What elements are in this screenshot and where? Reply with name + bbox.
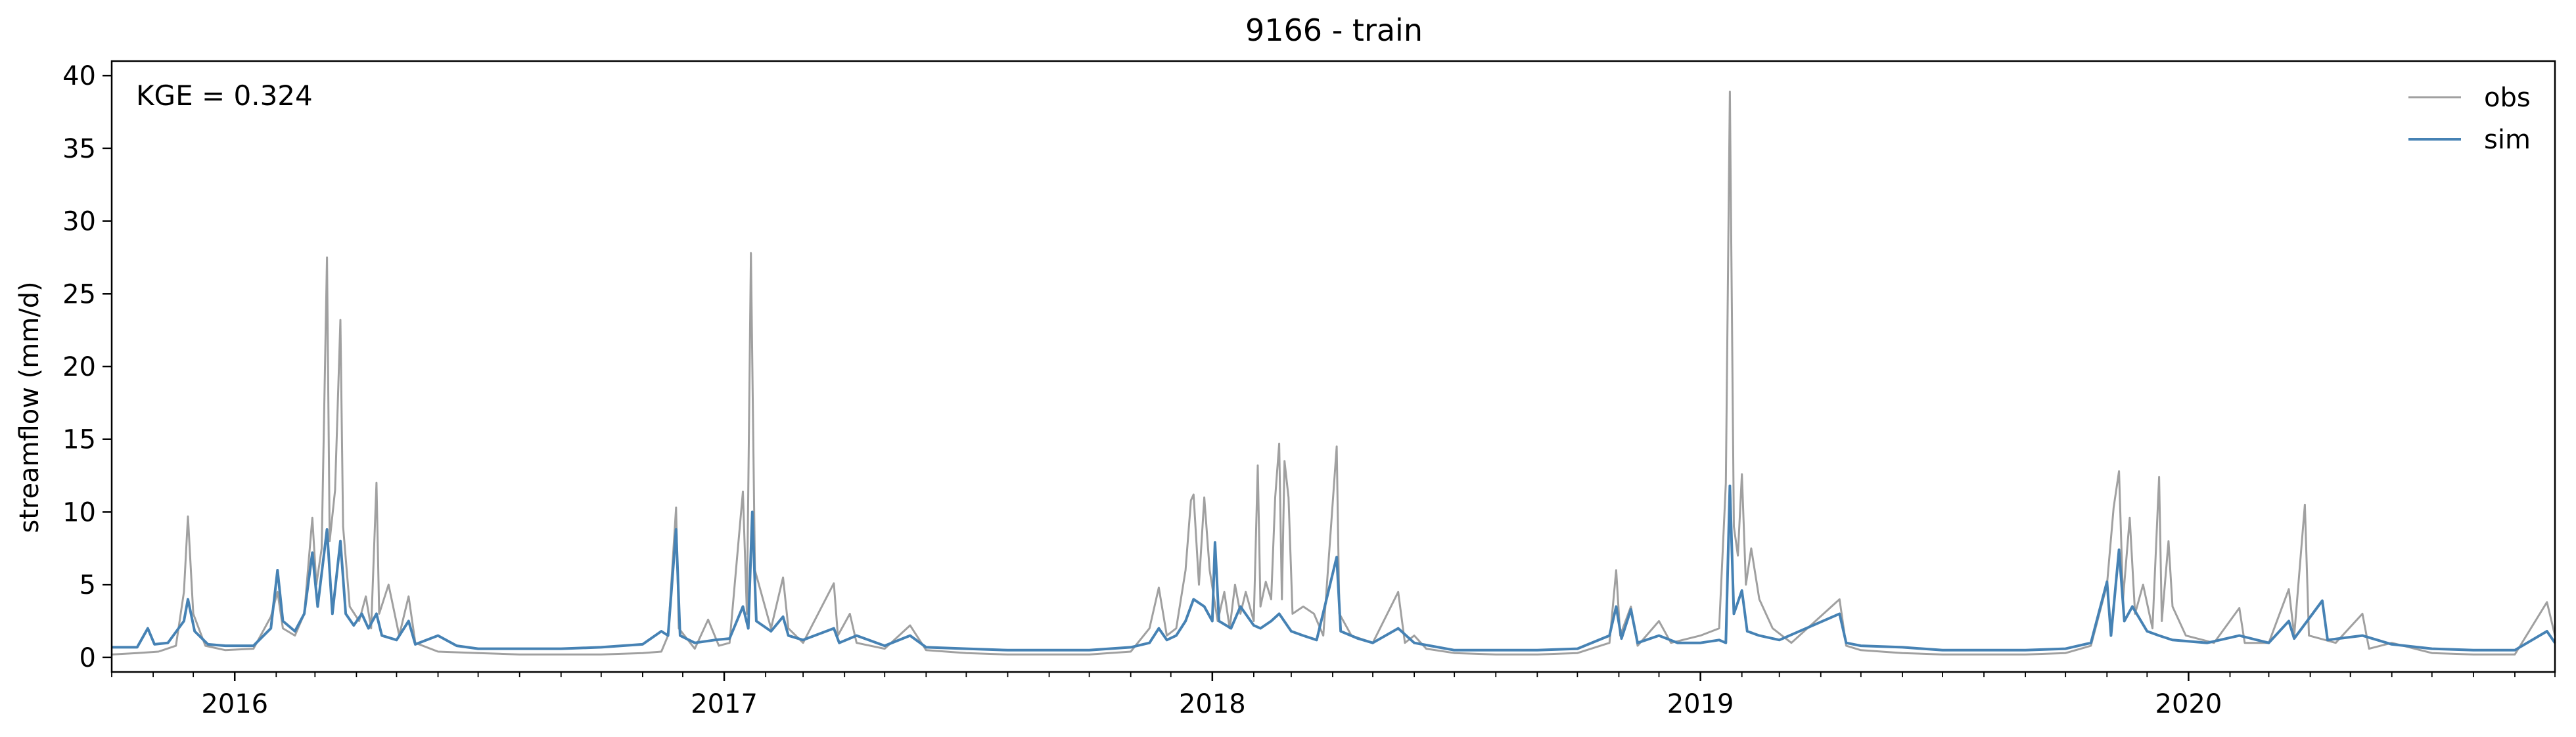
y-tick-label: 15 (62, 425, 96, 455)
kge-annotation: KGE = 0.324 (136, 79, 313, 112)
chart-title: 9166 - train (1245, 12, 1423, 48)
x-tick-label: 2019 (1667, 689, 1734, 719)
y-tick-label: 35 (62, 134, 96, 164)
series-line-obs (111, 91, 2556, 656)
x-tick-label: 2016 (201, 689, 268, 719)
y-tick-label: 20 (62, 352, 96, 382)
legend-label-obs: obs (2484, 83, 2531, 113)
x-tick-label: 2018 (1179, 689, 1246, 719)
series-layer (111, 91, 2556, 656)
legend-label-sim: sim (2484, 125, 2531, 155)
axis-layer: 0 5 10 15 20 25 30 35 40 2016 2017 2018 2019 2020 (62, 61, 2556, 719)
legend: obs sim (2408, 83, 2531, 155)
x-tick-label: 2017 (691, 689, 758, 719)
plot-frame (110, 60, 2556, 673)
y-tick-label: 40 (62, 61, 96, 91)
y-tick-label: 30 (62, 207, 96, 237)
y-tick-label: 0 (80, 643, 96, 673)
y-tick-label: 10 (62, 497, 96, 527)
y-axis-label: streamflow (mm/d) (14, 281, 45, 533)
series-line-sim (112, 484, 2556, 652)
y-tick-label: 25 (62, 279, 96, 309)
y-tick-label: 5 (80, 570, 96, 600)
x-tick-label: 2020 (2155, 689, 2222, 719)
